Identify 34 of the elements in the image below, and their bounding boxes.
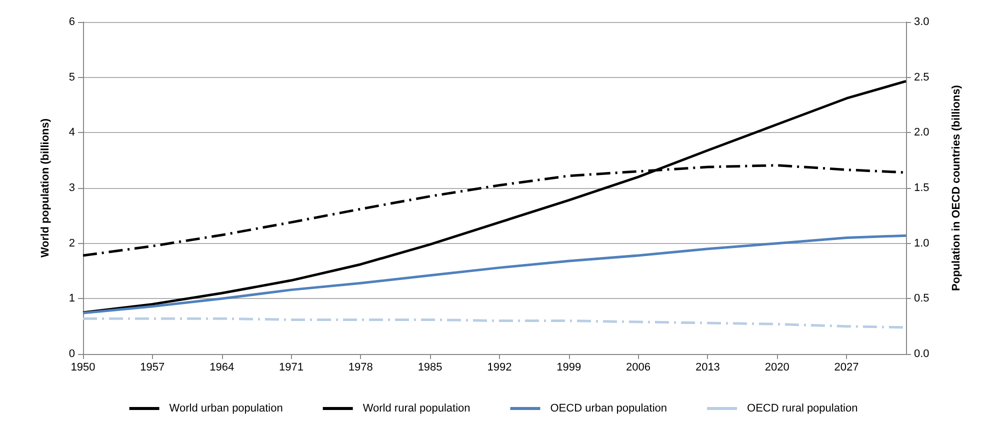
y-tick-label: 4 bbox=[68, 126, 75, 139]
x-tick-label: 1964 bbox=[210, 362, 234, 374]
line-series bbox=[82, 234, 908, 314]
y2-tick-label: 1.5 bbox=[914, 182, 930, 194]
line-series bbox=[82, 80, 908, 314]
x-tick-label: 1950 bbox=[70, 362, 96, 374]
y2-tick-label: 2.5 bbox=[914, 71, 930, 84]
y-tick-label: 5 bbox=[68, 71, 75, 84]
legend-label: World urban population bbox=[169, 402, 283, 414]
y-axis-title: World population (billions) bbox=[40, 118, 52, 258]
y2-tick-label: 0.5 bbox=[914, 292, 930, 305]
y-tick-label: 2 bbox=[68, 237, 75, 250]
y-tick-label: 3 bbox=[68, 182, 75, 194]
x-tick-label: 2006 bbox=[626, 362, 651, 374]
x-tick-label: 1992 bbox=[487, 362, 512, 374]
x-tick-label: 1971 bbox=[278, 362, 304, 374]
x-tick-label: 2020 bbox=[764, 362, 790, 374]
y2-axis-title: Population in OECD countries (billions) bbox=[950, 84, 962, 291]
y-tick-label: 1 bbox=[68, 292, 75, 305]
legend-label: OECD urban population bbox=[550, 402, 668, 414]
x-tick-label: 1978 bbox=[348, 362, 373, 374]
x-tick-label: 1985 bbox=[418, 362, 442, 374]
x-tick-label: 2013 bbox=[695, 362, 720, 374]
x-tick-label: 1999 bbox=[556, 362, 582, 374]
y-tick-label: 0 bbox=[68, 348, 75, 360]
legend-label: World rural population bbox=[362, 402, 470, 414]
x-tick-label: 2027 bbox=[834, 362, 859, 374]
y2-tick-label: 2.0 bbox=[914, 126, 930, 139]
y2-tick-label: 0.0 bbox=[914, 348, 930, 360]
legend-label: OECD rural population bbox=[747, 402, 858, 414]
x-tick-label: 1957 bbox=[140, 362, 165, 374]
y2-tick-label: 1.0 bbox=[914, 237, 930, 250]
y-tick-label: 6 bbox=[68, 16, 75, 28]
y2-tick-label: 3.0 bbox=[914, 16, 930, 28]
